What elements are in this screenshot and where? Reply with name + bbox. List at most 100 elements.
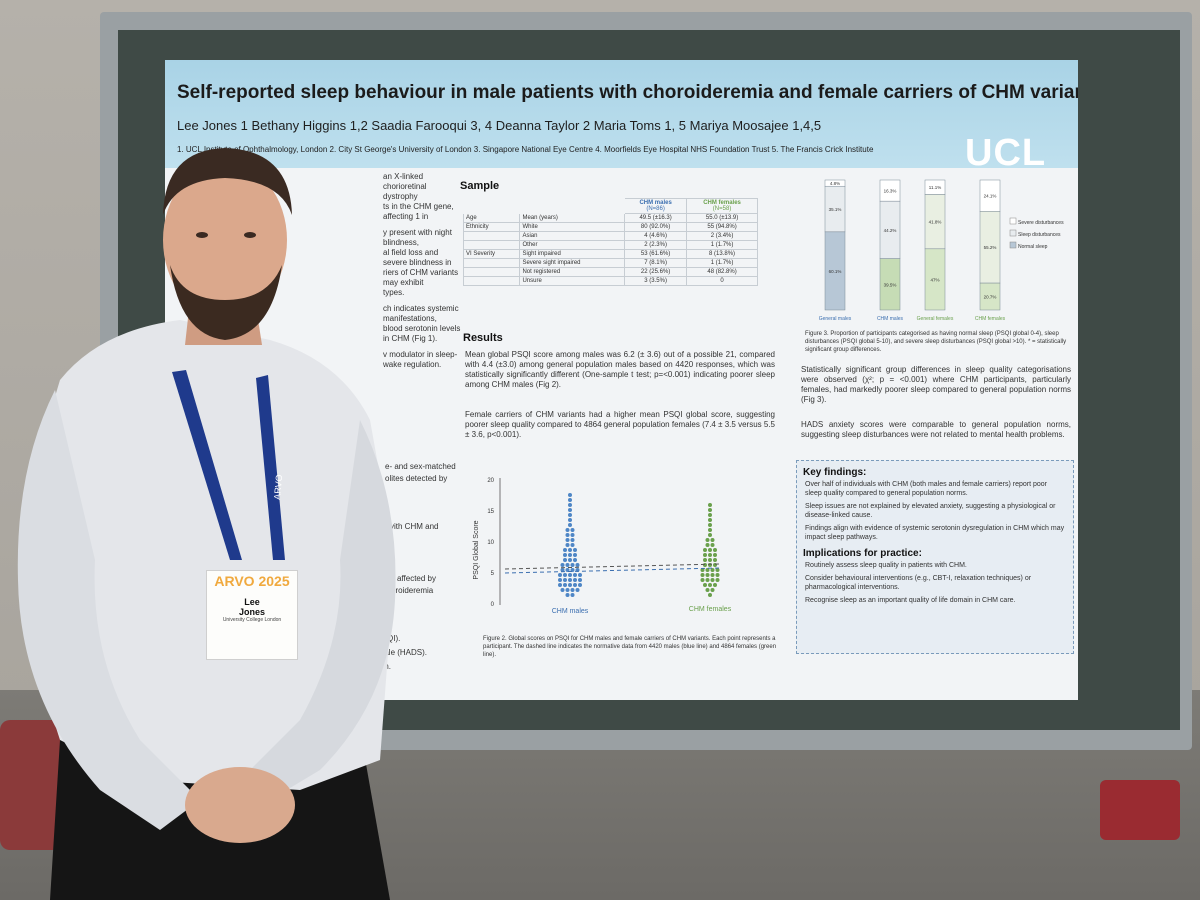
- y-tick-label: 15: [487, 509, 494, 515]
- table-cell: 55 (94.8%): [686, 222, 758, 232]
- participant-dot: [708, 583, 712, 587]
- participant-dot: [563, 573, 567, 577]
- left-text-fragment: affected by: [397, 574, 436, 583]
- participant-dot: [568, 518, 572, 522]
- left-text-fragment: e- and sex-matched: [385, 462, 456, 471]
- table-cell: [462, 267, 521, 277]
- table-cell: 55.0 (±13.9): [686, 213, 758, 223]
- badge-name-first: Lee: [244, 597, 260, 607]
- table-cell: Age: [462, 213, 521, 223]
- table-cell: 22 (25.6%): [624, 267, 688, 277]
- participant-dot: [708, 533, 712, 537]
- right-paragraph: Statistically significant group differen…: [801, 365, 1071, 404]
- bar-segment-label: 24.1%: [984, 194, 997, 199]
- participant-dot: [573, 558, 577, 562]
- figure-2-caption: Figure 2. Global scores on PSQI for CHM …: [483, 636, 777, 658]
- legend-label: Sleep disturbances: [1018, 232, 1061, 238]
- table-row: Severe sight impaired 7 (8.1%) 1 (1.7%): [462, 258, 758, 268]
- participant-dot: [708, 563, 712, 567]
- results-paragraph: Female carriers of CHM variants had a hi…: [465, 410, 775, 439]
- participant-dot: [710, 543, 715, 547]
- participant-dot: [575, 588, 580, 592]
- red-chair-left: [0, 720, 62, 850]
- participant-dot: [703, 558, 707, 562]
- participant-dot: [558, 583, 562, 587]
- female-norm-line: [504, 563, 721, 570]
- bar-segment-label: 20.7%: [984, 295, 997, 300]
- ucl-logo: UCL: [965, 132, 1047, 174]
- y-tick-label: 10: [487, 540, 494, 546]
- table-row: VI Severity Sight impaired 53 (61.6%) 8 (13…: [462, 249, 758, 259]
- bar-segment-label: 41.8%: [929, 220, 942, 225]
- participant-dot: [578, 583, 582, 587]
- participant-dot: [705, 578, 710, 582]
- badge-name-last: Jones: [238, 607, 265, 617]
- participant-dot: [565, 593, 570, 597]
- participant-dot: [565, 563, 570, 567]
- participant-dot: [708, 593, 712, 597]
- table-cell: 53 (61.6%): [624, 249, 688, 259]
- bar-segment-label: 11.1%: [929, 185, 941, 190]
- participant-dot: [705, 543, 710, 547]
- x-label-chm-females: CHM females: [689, 606, 732, 613]
- participant-dot: [568, 578, 572, 582]
- bar-segment-label: 44.2%: [884, 228, 897, 233]
- key-finding: Findings align with evidence of systemic…: [805, 525, 1065, 541]
- participant-dot: [708, 523, 712, 527]
- participant-dot: [708, 513, 712, 517]
- participant-dot: [568, 523, 572, 527]
- male-norm-line: [504, 567, 721, 574]
- results-paragraph: Mean global PSQI score among males was 6…: [465, 350, 775, 389]
- bar-segment-label: 47%: [930, 277, 939, 282]
- table-cell: 80 (92.0%): [624, 222, 688, 232]
- participant-dot: [713, 558, 717, 562]
- participant-dot: [575, 563, 580, 567]
- poster-header: Self-reported sleep behaviour in male pa…: [165, 60, 1078, 174]
- table-cell: 1 (1.7%): [686, 258, 758, 268]
- left-text-fragment: vith CHM and: [390, 522, 439, 531]
- participant-dot: [568, 513, 572, 517]
- participant-dot: [700, 578, 705, 582]
- legend-swatch: [1009, 241, 1017, 249]
- participant-dot: [710, 573, 715, 577]
- sample-table: CHM males (N=86) CHM females (N=58) Age Mea…: [462, 198, 758, 286]
- bar-segment-label: 4.8%: [830, 181, 840, 186]
- table-cell: 2 (3.4%): [686, 231, 758, 241]
- figure-2-dot-plot: PSQI Global Score 20 15 10 5 0 CHM males CHM…: [473, 478, 732, 615]
- participant-dot: [568, 498, 572, 502]
- bar-label: General females: [917, 316, 954, 322]
- intro-line: an X-linked chorioretinal dystrophy: [383, 172, 427, 201]
- bar-label: CHM males: [877, 316, 904, 322]
- participant-dot: [568, 558, 572, 562]
- participant-dot: [708, 508, 712, 512]
- participant-dot: [700, 573, 705, 577]
- participant-dot: [713, 583, 717, 587]
- table-cell: VI Severity: [462, 249, 521, 259]
- participant-dot: [715, 578, 720, 582]
- table-header: CHM males (N=86): [624, 198, 688, 214]
- table-cell: [462, 231, 521, 241]
- table-cell: [462, 276, 521, 286]
- legend-label: Normal sleep: [1018, 244, 1048, 250]
- intro-line: types.: [383, 288, 405, 297]
- badge-event: ARVO 2025: [214, 573, 290, 589]
- participant-dot: [713, 548, 717, 552]
- bar-segment-label: 55.2%: [984, 245, 997, 250]
- participant-dot: [715, 573, 720, 577]
- participant-dot: [558, 578, 562, 582]
- participant-dot: [565, 588, 570, 592]
- table-cell: Severe sight impaired: [519, 258, 626, 268]
- intro-line: ch indicates systemic manifestations,: [383, 304, 459, 323]
- red-chair-right: [1100, 780, 1180, 840]
- table-cell: 0: [686, 276, 758, 286]
- participant-dot: [565, 533, 570, 537]
- table-header-row: CHM males (N=86) CHM females (N=58): [464, 198, 758, 214]
- participant-dot: [568, 493, 572, 497]
- bar-segment: [879, 258, 901, 311]
- intro-line: al field loss and severe blindness in: [383, 248, 452, 267]
- sample-heading: Sample: [460, 180, 500, 192]
- table-header: CHM females (N=58): [686, 198, 758, 214]
- bar-label: General males: [819, 316, 852, 322]
- bar-segment-label: 16.3%: [884, 189, 897, 194]
- participant-dot: [573, 553, 577, 557]
